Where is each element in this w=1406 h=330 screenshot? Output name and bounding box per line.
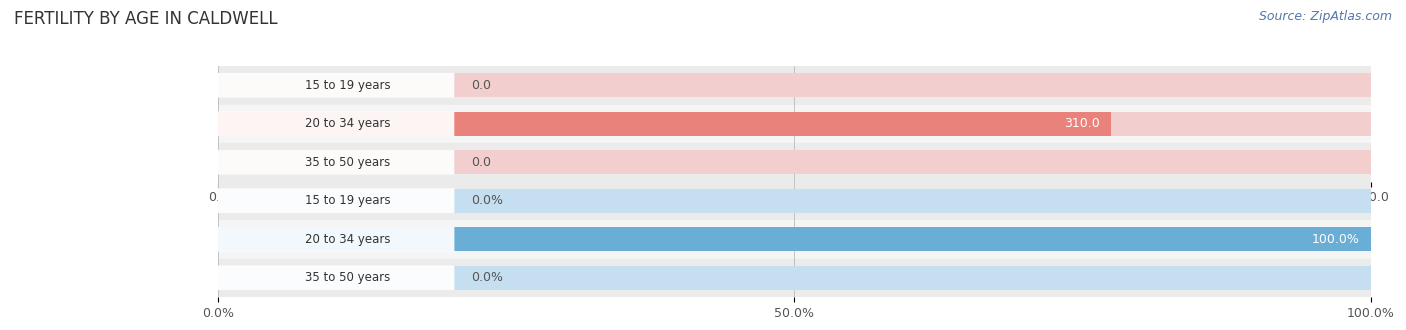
FancyBboxPatch shape xyxy=(218,150,454,175)
Bar xyxy=(218,220,1371,258)
Text: 15 to 19 years: 15 to 19 years xyxy=(305,79,391,92)
Bar xyxy=(218,143,1371,182)
Text: 0.0%: 0.0% xyxy=(471,271,503,284)
Bar xyxy=(218,150,1371,174)
Bar xyxy=(218,182,1371,220)
Bar xyxy=(218,227,1371,251)
Text: 0.0: 0.0 xyxy=(471,79,492,92)
Text: 0.0%: 0.0% xyxy=(471,194,503,207)
Text: 20 to 34 years: 20 to 34 years xyxy=(305,117,391,130)
FancyBboxPatch shape xyxy=(218,112,454,136)
Bar xyxy=(218,112,1111,136)
Text: 35 to 50 years: 35 to 50 years xyxy=(305,271,391,284)
Text: Source: ZipAtlas.com: Source: ZipAtlas.com xyxy=(1258,10,1392,23)
Text: 310.0: 310.0 xyxy=(1064,117,1099,130)
Text: 0.0: 0.0 xyxy=(471,156,492,169)
Bar xyxy=(218,266,1371,290)
Bar xyxy=(218,73,1371,97)
Bar xyxy=(218,105,1371,143)
Text: 20 to 34 years: 20 to 34 years xyxy=(305,233,391,246)
FancyBboxPatch shape xyxy=(218,73,454,98)
FancyBboxPatch shape xyxy=(218,188,454,213)
Bar xyxy=(218,112,1371,136)
Bar xyxy=(218,66,1371,105)
Text: 100.0%: 100.0% xyxy=(1312,233,1360,246)
Bar xyxy=(218,227,1371,251)
Text: FERTILITY BY AGE IN CALDWELL: FERTILITY BY AGE IN CALDWELL xyxy=(14,10,278,28)
Bar xyxy=(218,189,1371,213)
Text: 35 to 50 years: 35 to 50 years xyxy=(305,156,391,169)
Bar xyxy=(218,258,1371,297)
FancyBboxPatch shape xyxy=(218,227,454,251)
FancyBboxPatch shape xyxy=(218,265,454,290)
Text: 15 to 19 years: 15 to 19 years xyxy=(305,194,391,207)
